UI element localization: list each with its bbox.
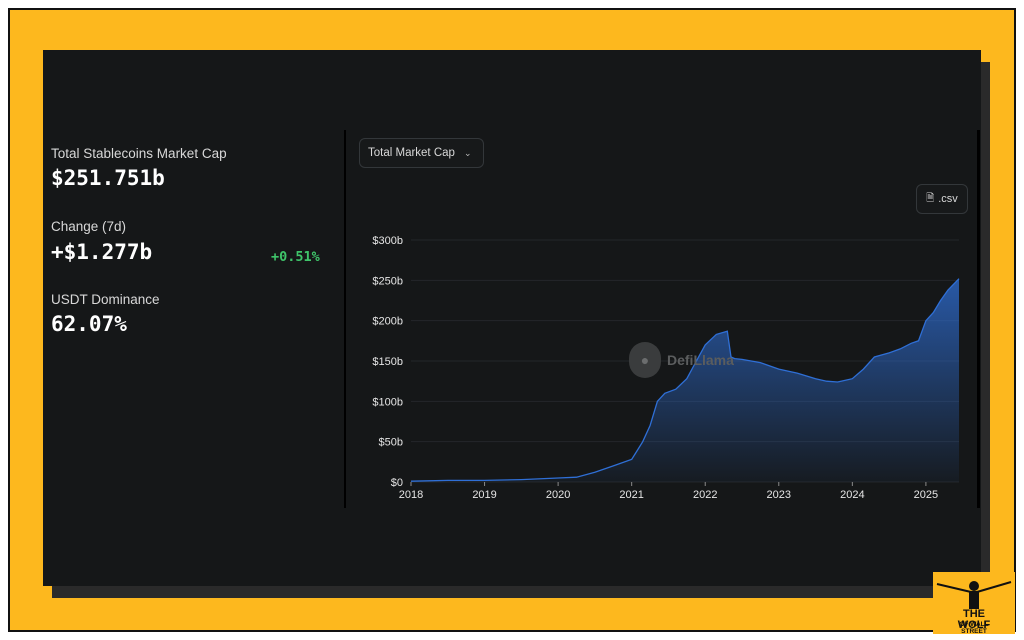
y-tick-label: $50b <box>379 437 403 449</box>
y-tick-label: $0 <box>391 477 403 489</box>
x-tick-label: 2019 <box>472 489 496 501</box>
right-edge-divider <box>977 130 980 508</box>
x-tick-label: 2024 <box>840 489 864 501</box>
file-download-icon: 🗎 <box>926 192 935 204</box>
change-value: +$1.277b <box>51 240 153 264</box>
x-tick-label: 2020 <box>546 489 570 501</box>
watermark-text: DefiLlama <box>667 352 734 368</box>
defillama-watermark: ● DefiLlama <box>629 342 734 378</box>
csv-button-label: .csv <box>938 193 958 205</box>
wolf-of-wall-street-logo <box>933 572 1015 634</box>
x-tick-label: 2021 <box>619 489 643 501</box>
x-tick-label: 2025 <box>914 489 938 501</box>
market-cap-value: $251.751b <box>51 166 165 190</box>
dominance-value: 62.07% <box>51 312 127 336</box>
market-cap-label: Total Stablecoins Market Cap <box>51 146 227 161</box>
metric-select-label: Total Market Cap <box>368 147 455 159</box>
market-cap-area <box>411 278 959 482</box>
y-axis: $0 $50b $100b $150b $200b $250b $300b <box>372 235 403 489</box>
x-tick-label: 2022 <box>693 489 717 501</box>
y-tick-label: $100b <box>372 396 403 408</box>
csv-download-button[interactable]: 🗎 .csv <box>916 184 968 214</box>
logo-title: THE WOLF <box>957 608 991 631</box>
stablecoins-card: Total Stablecoins Market Cap $251.751b C… <box>43 50 981 586</box>
llama-logo-icon: ● <box>629 342 661 378</box>
change-label: Change (7d) <box>51 219 127 234</box>
y-tick-label: $200b <box>372 316 403 328</box>
y-tick-label: $300b <box>372 235 403 247</box>
x-axis: 2018 2019 2020 2021 2022 2023 2024 2025 <box>399 482 938 501</box>
y-tick-label: $250b <box>372 275 403 287</box>
dominance-label: USDT Dominance <box>51 292 160 307</box>
panel-divider <box>344 130 346 508</box>
chevron-down-icon: ⌄ <box>463 147 472 158</box>
x-tick-label: 2023 <box>767 489 791 501</box>
market-cap-chart: $0 $50b $100b $150b $200b $250b $300b 2018 2019… <box>372 235 960 501</box>
logo-subtitle: OF WALL STREET <box>959 621 989 635</box>
x-tick-label: 2018 <box>399 489 423 501</box>
y-tick-label: $150b <box>372 356 403 368</box>
market-cap-line <box>410 278 960 482</box>
metric-select[interactable]: Total Market Cap ⌄ <box>359 138 484 168</box>
change-percent: +0.51% <box>271 249 320 265</box>
